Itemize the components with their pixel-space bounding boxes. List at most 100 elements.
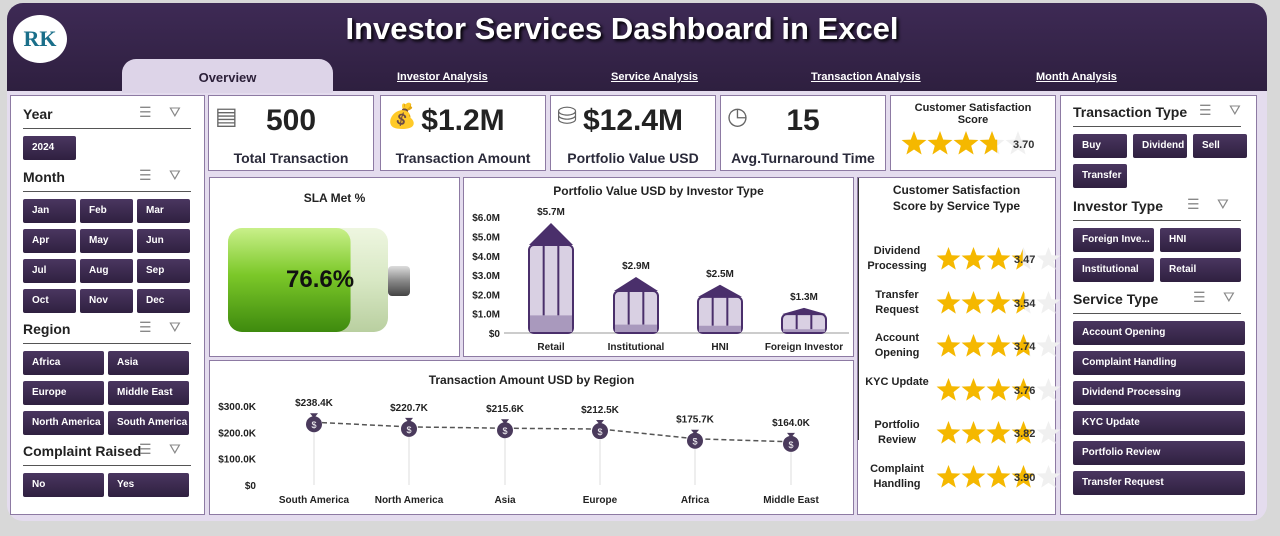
region-option[interactable]: North America <box>23 411 104 435</box>
clear-filter-icon[interactable]: ⛛ <box>169 104 181 120</box>
star-rating <box>936 377 1061 401</box>
transaction-type-option[interactable]: Transfer <box>1073 164 1127 188</box>
divider <box>23 343 191 344</box>
month-option[interactable]: Jan <box>23 199 76 223</box>
y-tick-label: $4.0M <box>472 252 500 263</box>
money-bag-marker: $ <box>687 429 703 449</box>
month-option[interactable]: Jun <box>137 229 190 253</box>
multi-select-icon[interactable]: ☰ <box>1193 289 1206 305</box>
y-tick-label: $5.0M <box>472 233 500 244</box>
clear-filter-icon[interactable]: ⛛ <box>1223 289 1235 305</box>
divider <box>23 191 191 192</box>
transaction-type-option[interactable]: Buy <box>1073 134 1127 158</box>
divider <box>1073 220 1241 221</box>
month-option[interactable]: Mar <box>137 199 190 223</box>
star-icon <box>979 131 998 155</box>
svg-text:$: $ <box>502 426 507 436</box>
tab-transaction-analysis[interactable]: Transaction Analysis <box>811 71 921 83</box>
data-label: $175.7K <box>676 415 715 426</box>
tab-service-analysis[interactable]: Service Analysis <box>611 71 699 83</box>
region-option[interactable]: Africa <box>23 351 104 375</box>
service-type-option[interactable]: KYC Update <box>1073 411 1245 435</box>
star-bar <box>936 464 1061 494</box>
clear-filter-icon[interactable]: ⛛ <box>1217 196 1229 212</box>
month-option[interactable]: May <box>80 229 133 253</box>
month-option[interactable]: Apr <box>23 229 76 253</box>
month-option[interactable]: Dec <box>137 289 190 313</box>
year-option[interactable]: 2024 <box>23 136 76 160</box>
complaint-option[interactable]: Yes <box>108 473 189 497</box>
multi-select-icon[interactable]: ☰ <box>139 167 152 183</box>
y-tick-label: $300.0K <box>218 402 257 413</box>
portfolio-chart-title: Portfolio Value USD by Investor Type <box>553 184 764 198</box>
csat-title: Customer Satisfaction Score <box>914 102 1032 126</box>
multi-select-icon[interactable]: ☰ <box>1199 102 1212 118</box>
region-option[interactable]: Europe <box>23 381 104 405</box>
data-label: $212.5K <box>581 405 620 416</box>
clear-filter-icon[interactable]: ⛛ <box>1229 102 1241 118</box>
x-tick-label: Retail <box>537 342 564 353</box>
sla-value: 76.6% <box>286 266 355 293</box>
star-icon <box>936 465 961 488</box>
service-type-option[interactable]: Complaint Handling <box>1073 351 1245 375</box>
star-icon <box>961 377 986 401</box>
investor-type-option[interactable]: Institutional <box>1073 258 1154 282</box>
money-bag-marker: $ <box>401 417 417 437</box>
star-bar <box>936 420 1061 450</box>
star-bar <box>936 333 1061 363</box>
multi-select-icon[interactable]: ☰ <box>1187 196 1200 212</box>
star-rating <box>936 421 1061 444</box>
svg-text:$: $ <box>597 427 602 437</box>
month-slicer-title: Month <box>23 169 65 185</box>
region-option[interactable]: South America <box>108 411 189 435</box>
month-option[interactable]: Nov <box>80 289 133 313</box>
month-option[interactable]: Aug <box>80 259 133 283</box>
month-option[interactable]: Jul <box>23 259 76 283</box>
star-icon <box>961 334 986 357</box>
multi-select-icon[interactable]: ☰ <box>139 441 152 457</box>
star-icon <box>1011 377 1030 401</box>
x-tick-label: Europe <box>583 495 618 506</box>
y-tick-label: $6.0M <box>472 213 500 224</box>
data-label: 3.54 <box>1014 297 1036 310</box>
clear-filter-icon[interactable]: ⛛ <box>169 441 181 457</box>
investor-type-option[interactable]: Retail <box>1160 258 1241 282</box>
clear-filter-icon[interactable]: ⛛ <box>169 319 181 335</box>
month-option[interactable]: Oct <box>23 289 76 313</box>
divider <box>1073 313 1241 314</box>
star-bar <box>936 246 1061 276</box>
star-icon <box>986 421 1011 444</box>
investor-type-option[interactable]: Foreign Inve... <box>1073 228 1154 252</box>
svg-text:$: $ <box>406 425 411 435</box>
month-option[interactable]: Feb <box>80 199 133 223</box>
star-icon <box>1011 290 1025 314</box>
service-type-option[interactable]: Account Opening <box>1073 321 1245 345</box>
star-bar <box>936 377 1061 407</box>
star-rating <box>936 465 1061 488</box>
clear-filter-icon[interactable]: ⛛ <box>169 167 181 183</box>
multi-select-icon[interactable]: ☰ <box>139 104 152 120</box>
multi-select-icon[interactable]: ☰ <box>139 319 152 335</box>
service-type-option[interactable]: Transfer Request <box>1073 471 1245 495</box>
header: RK Investor Services Dashboard in Excel <box>7 3 1267 91</box>
star-icon <box>936 247 961 270</box>
region-option[interactable]: Asia <box>108 351 189 375</box>
logo: RK <box>13 15 67 63</box>
data-label: $5.7M <box>537 207 565 218</box>
kpi-label: Avg.Turnaround Time <box>731 150 875 166</box>
service-type-option[interactable]: Dividend Processing <box>1073 381 1245 405</box>
month-option[interactable]: Sep <box>137 259 190 283</box>
portfolio-chart-panel: Portfolio Value USD by Investor Type $0 $… <box>463 177 854 357</box>
star-icon <box>953 131 979 155</box>
complaint-option[interactable]: No <box>23 473 104 497</box>
transaction-type-option[interactable]: Sell <box>1193 134 1247 158</box>
data-label: 3.90 <box>1014 472 1036 484</box>
star-icon <box>986 247 1011 270</box>
service-type-option[interactable]: Portfolio Review <box>1073 441 1245 465</box>
tab-investor-analysis[interactable]: Investor Analysis <box>397 71 488 83</box>
transaction-type-option[interactable]: Dividend <box>1133 134 1187 158</box>
region-option[interactable]: Middle East <box>108 381 189 405</box>
investor-type-option[interactable]: HNI <box>1160 228 1241 252</box>
tab-overview[interactable]: Overview <box>122 59 333 93</box>
tab-month-analysis[interactable]: Month Analysis <box>1036 71 1117 83</box>
